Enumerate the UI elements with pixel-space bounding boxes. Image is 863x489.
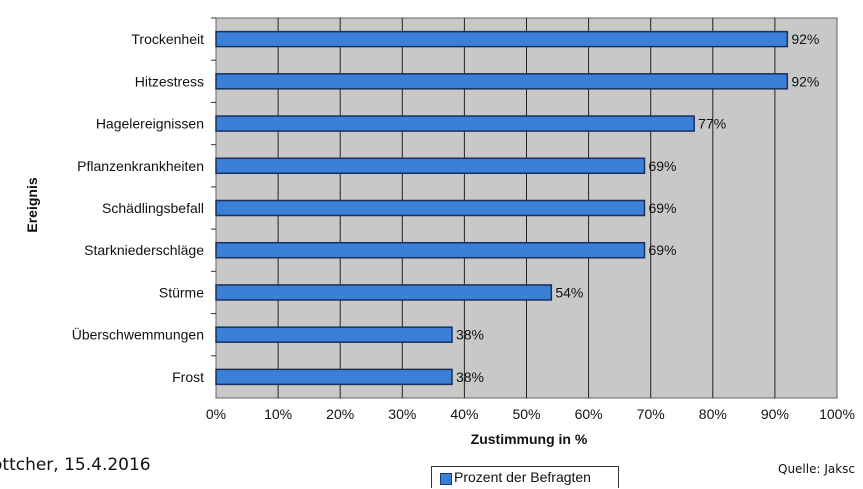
category-label: Pflanzenkrankheiten [77, 158, 204, 174]
x-tick-label: 0% [206, 406, 226, 422]
x-tick-label: 40% [450, 406, 478, 422]
y-axis-title: Ereignis [24, 177, 40, 232]
category-label: Starkniederschläge [84, 242, 204, 258]
data-label: 69% [648, 242, 676, 258]
x-tick-label: 10% [264, 406, 292, 422]
category-label: Überschwemmungen [72, 326, 204, 343]
bar [215, 157, 646, 175]
bar [215, 30, 789, 48]
x-tick-label: 90% [761, 406, 789, 422]
category-label: Schädlingsbefall [102, 200, 204, 216]
data-label: 69% [648, 158, 676, 174]
bar [215, 284, 553, 301]
category-label: Trockenheit [131, 31, 204, 47]
legend-swatch [440, 473, 452, 485]
x-tick-label: 60% [575, 406, 603, 422]
data-label: 38% [456, 327, 484, 343]
data-label: 92% [791, 73, 819, 89]
data-label: 69% [648, 200, 676, 216]
bar [215, 73, 789, 90]
data-label: 92% [791, 31, 819, 47]
x-tick-label: 30% [388, 406, 416, 422]
footer-author-date: öttcher, 15.4.2016 [0, 455, 151, 475]
x-tick-label: 20% [326, 406, 354, 422]
data-label: 77% [698, 116, 726, 132]
category-label: Hagelereignissen [96, 116, 204, 132]
bar [215, 326, 453, 343]
data-label: 54% [555, 284, 583, 300]
legend: Prozent der Befragten [431, 466, 619, 488]
x-tick-label: 70% [637, 406, 665, 422]
x-axis-title: Zustimmung in % [471, 431, 588, 447]
x-tick-label: 80% [699, 406, 727, 422]
legend-label: Prozent der Befragten [454, 469, 591, 485]
category-label: Stürme [159, 284, 204, 300]
bar [215, 368, 453, 386]
x-tick-label: 50% [512, 406, 540, 422]
category-label: Frost [172, 369, 204, 385]
bar [215, 199, 646, 217]
data-label: 38% [456, 369, 484, 385]
bar [215, 241, 646, 259]
bar [215, 115, 695, 132]
footer-source: Quelle: Jaksc [778, 462, 856, 476]
category-label: Hitzestress [135, 73, 204, 89]
x-tick-label: 100% [819, 406, 855, 422]
